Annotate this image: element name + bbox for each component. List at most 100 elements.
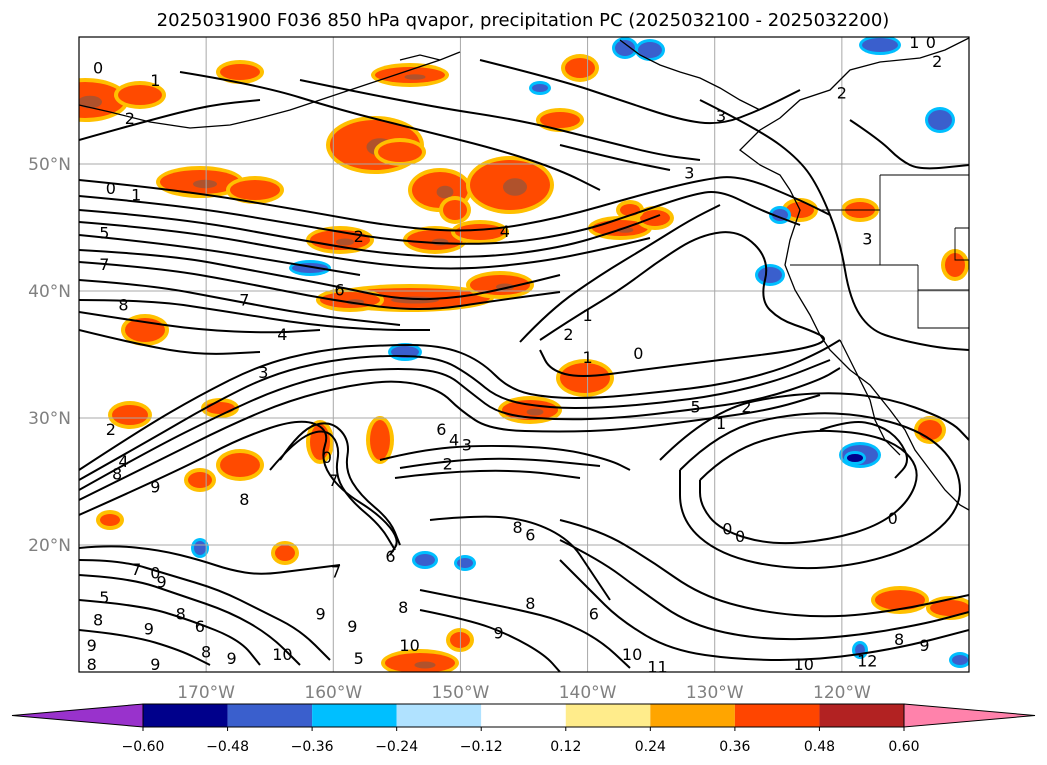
contour-label: 7 <box>131 560 141 579</box>
chart-title: 2025031900 F036 850 hPa qvapor, precipit… <box>157 10 890 31</box>
contour-label: 10 <box>399 636 419 655</box>
precip-blob <box>875 590 925 610</box>
qvapor-contour-line <box>699 99 969 351</box>
contour-label: 6 <box>436 420 446 439</box>
contour-label: 9 <box>227 649 237 668</box>
precip-blob <box>205 402 235 414</box>
contour-label: 0 <box>93 58 103 77</box>
qvapor-contour-line <box>299 79 701 161</box>
qvapor-contour-line <box>819 421 908 479</box>
negative-precip-blob <box>928 110 952 130</box>
contour-label: 2 <box>354 227 364 246</box>
qvapor-contour-line <box>559 144 671 171</box>
negative-precip-blob <box>194 541 206 555</box>
contour-label: 9 <box>316 604 326 623</box>
qvapor-contour-line <box>79 234 361 276</box>
contour-label: 2 <box>741 397 751 416</box>
contour-label: 7 <box>239 291 249 310</box>
qvapor-contour-line <box>79 380 821 501</box>
precip-blob-core <box>193 179 217 189</box>
contour-label: 8 <box>118 296 128 315</box>
qvapor-contour-line <box>379 444 631 471</box>
colorbar-tick-label: −0.60 <box>122 739 165 755</box>
negative-precip-blob <box>532 84 548 92</box>
latitude-tick-label: 40°N <box>28 282 71 302</box>
coastline-layer <box>79 37 969 511</box>
precip-blob <box>112 405 148 425</box>
colorbar-segment <box>312 704 397 727</box>
precip-blob <box>930 600 969 616</box>
colorbar-segment <box>227 704 313 727</box>
coastline <box>79 51 461 129</box>
qvapor-contour-line <box>559 519 969 618</box>
contour-label: 3 <box>716 107 726 126</box>
contour-label: 1 <box>716 414 726 433</box>
latitude-tick-label: 30°N <box>28 409 71 429</box>
contour-label: 8 <box>176 604 186 623</box>
contour-label: 2 <box>125 109 135 128</box>
contour-label: 9 <box>144 620 154 639</box>
negative-precip-core <box>847 454 863 462</box>
colorbar-segment <box>650 704 735 727</box>
contour-label: 3 <box>862 230 872 249</box>
contour-label: 10 <box>622 645 642 664</box>
qvapor-contour-line <box>79 249 561 301</box>
coastline <box>399 54 441 61</box>
precip-blob-core <box>79 95 102 109</box>
qvapor-contour-line <box>559 539 969 641</box>
negative-precip-blob <box>415 554 435 566</box>
colorbar-segment <box>819 704 904 727</box>
colorbar-tick-label: −0.36 <box>291 739 334 755</box>
longitude-labels: 170°W 160°W 150°W 140°W 130°W 120°W <box>177 683 871 703</box>
precip-blob <box>100 514 120 526</box>
qvapor-contour-line <box>79 599 261 666</box>
precip-blob <box>220 453 260 477</box>
contour-label: 8 <box>201 643 211 662</box>
qvapor-contour-line <box>79 329 261 355</box>
qvapor-contour-line <box>849 119 969 170</box>
colorbar-tick-label: −0.12 <box>460 739 503 755</box>
contour-label: 11 <box>647 658 667 677</box>
contour-label: 2 <box>106 420 116 439</box>
qvapor-contour-line <box>79 209 661 258</box>
qvapor-contour-line <box>179 71 601 191</box>
qvapor-contour-line <box>399 457 601 469</box>
contour-label: 8 <box>93 611 103 630</box>
qvapor-contour-line <box>429 515 611 601</box>
contour-label: 4 <box>118 452 128 471</box>
latitude-labels: 50°N 40°N 30°N 20°N <box>28 155 71 556</box>
negative-precip-blob <box>952 655 968 665</box>
contour-label: 9 <box>347 617 357 636</box>
qvapor-contour-line <box>659 392 969 461</box>
contour-label: 5 <box>99 588 109 607</box>
state-border <box>954 227 969 261</box>
colorbar-segment <box>565 704 651 727</box>
precip-blob <box>378 142 422 162</box>
qvapor-contour-line <box>279 422 401 546</box>
qvapor-contour-line <box>79 559 331 661</box>
contour-label: 5 <box>354 649 364 668</box>
precip-blob <box>640 210 670 226</box>
precip-blob <box>275 545 295 561</box>
qvapor-contour-line <box>699 429 918 545</box>
qvapor-contour-line <box>269 430 396 551</box>
negative-precip-blob <box>758 267 782 283</box>
contour-label: 0 <box>926 33 936 52</box>
contour-label: 3 <box>258 363 268 382</box>
colorbar-tick-label: 0.12 <box>550 739 581 755</box>
qvapor-contour-line <box>559 559 969 662</box>
contour-label: 4 <box>449 430 459 449</box>
qvapor-contour-line <box>79 545 341 575</box>
contour-label: 7 <box>328 471 338 490</box>
contour-label: 3 <box>684 164 694 183</box>
colorbar: −0.60 −0.48 −0.36 −0.24 −0.12 0.12 0.24 0.36 0.4… <box>11 703 1036 755</box>
contour-label: 9 <box>87 636 97 655</box>
qvapor-contour-line <box>79 367 841 491</box>
longitude-tick-label: 130°W <box>686 683 744 703</box>
qvapor-contour-line <box>79 420 398 556</box>
qvapor-contour-line <box>79 261 561 310</box>
contour-label: 7 <box>331 562 341 581</box>
qvapor-contour-line <box>419 609 561 672</box>
contour-label: 0 <box>633 344 643 363</box>
